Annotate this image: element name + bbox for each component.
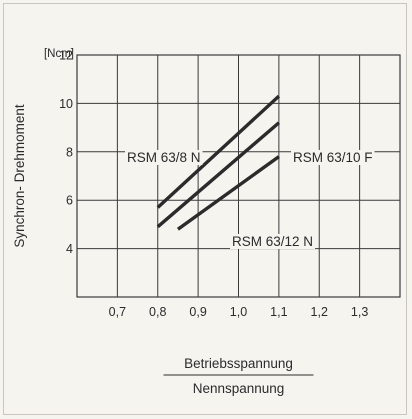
- y-axis-title: Synchron- Drehmoment: [12, 104, 27, 248]
- series-label-3: RSM 63/12 N: [232, 234, 313, 249]
- x-tick-label: 1,0: [230, 305, 247, 319]
- y-unit-label: [Ncm]: [44, 48, 74, 60]
- x-tick-label: 0,8: [149, 305, 166, 319]
- y-tick-label: 10: [59, 97, 73, 111]
- x-axis-title-numerator: Betriebsspannung: [184, 356, 293, 371]
- x-tick-label: 0,9: [189, 305, 206, 319]
- series-line-2: [156, 121, 280, 229]
- series-line-1: [156, 94, 281, 209]
- x-tick-label: 1,3: [351, 305, 368, 319]
- series-label-1: RSM 63/8 N: [127, 150, 201, 165]
- series-line-3: [176, 155, 280, 231]
- x-tick-label: 1,2: [311, 305, 328, 319]
- y-tick-label: 6: [66, 194, 73, 208]
- x-tick-label: 1,1: [270, 305, 287, 319]
- y-tick-label: 12: [59, 49, 73, 63]
- series-label-2: RSM 63/10 F: [293, 150, 373, 165]
- series-label-background: [125, 150, 203, 165]
- series-label-background: [291, 150, 375, 165]
- y-tick-label: 4: [66, 242, 73, 256]
- y-tick-label: 8: [66, 145, 73, 159]
- chart-frame: [3, 3, 407, 415]
- series-label-background: [230, 234, 316, 249]
- x-axis-title-denominator: Nennspannung: [193, 381, 285, 396]
- x-tick-label: 0,7: [109, 305, 126, 319]
